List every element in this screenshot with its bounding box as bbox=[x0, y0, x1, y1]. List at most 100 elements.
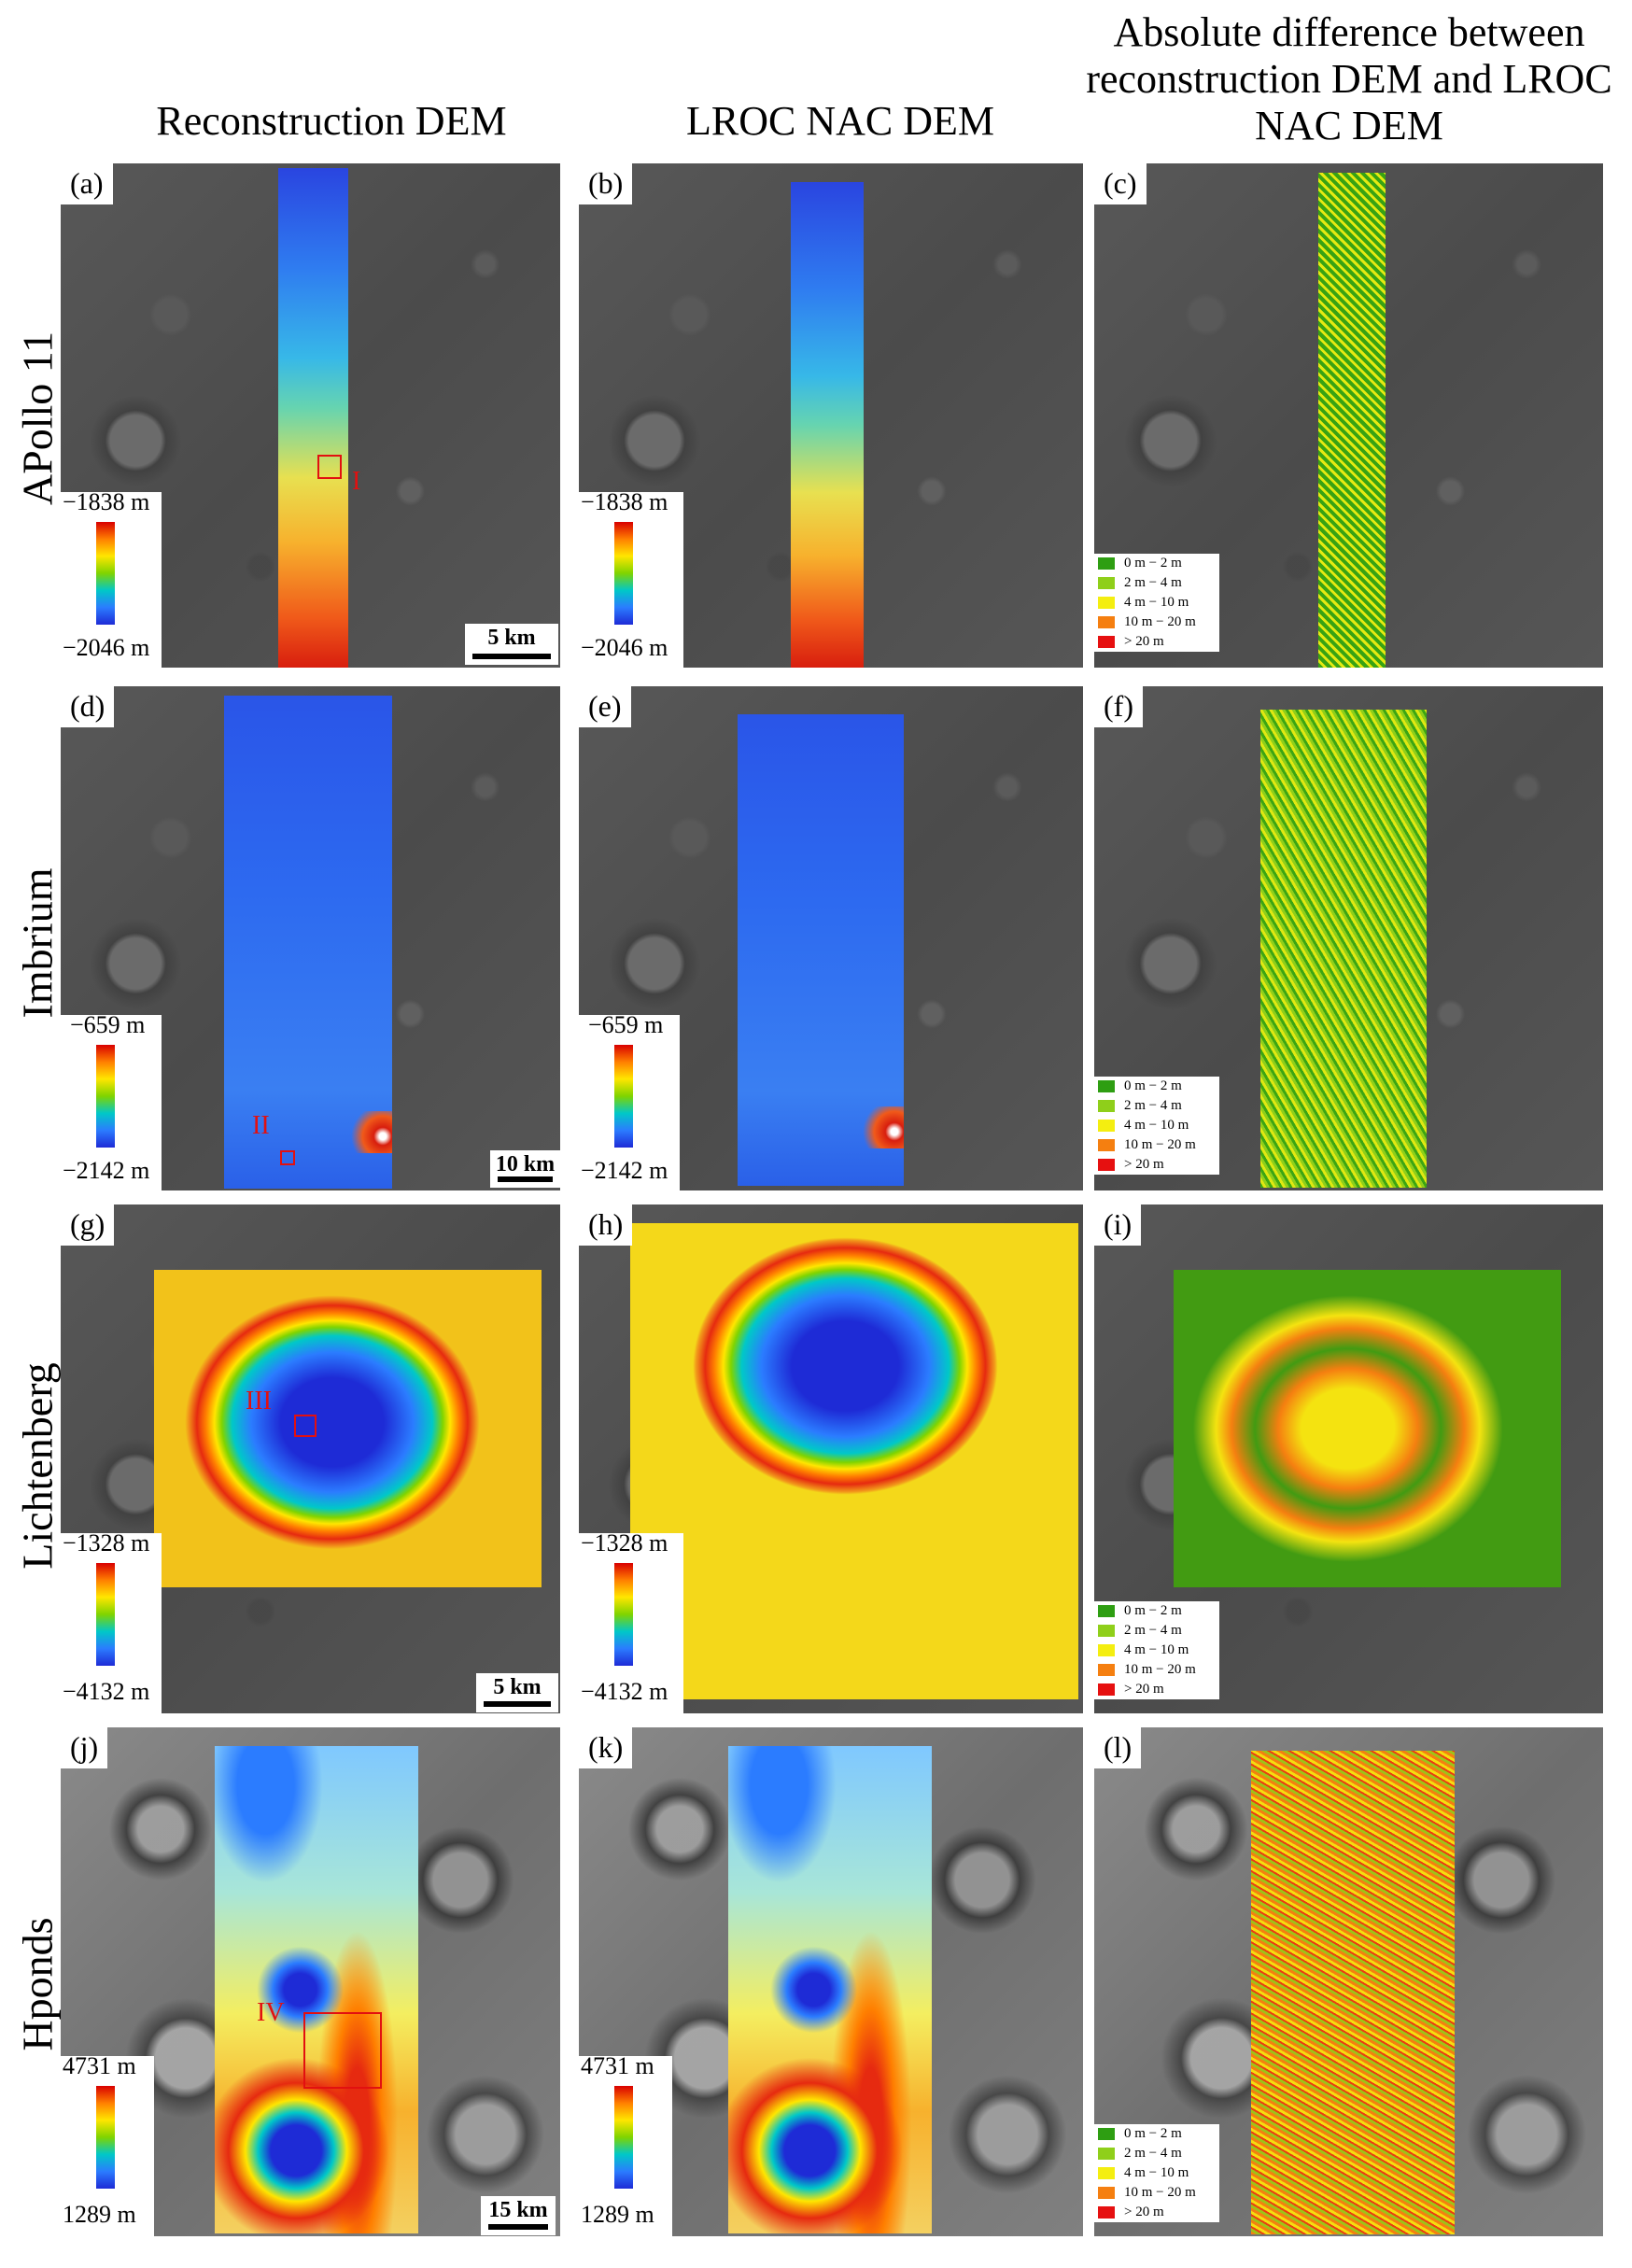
panel-d: II −659 m −2142 m 10 km (d) bbox=[61, 686, 560, 1190]
elev-max-b: −1838 m bbox=[581, 488, 668, 515]
dem-hotspot-d bbox=[345, 1111, 392, 1153]
panel-k: 4731 m 1289 m (k) bbox=[579, 1727, 1083, 2236]
legend-item-10-20: 10 m − 20 m bbox=[1094, 613, 1219, 632]
legend-label-4-10: 4 m − 10 m bbox=[1124, 595, 1189, 610]
elevation-colorbar-h: −1328 m −4132 m bbox=[579, 1529, 683, 1713]
swatch-0-2 bbox=[1098, 1080, 1115, 1092]
swatch-gt20 bbox=[1098, 636, 1115, 648]
dem-crater-lroc-lichtenberg bbox=[630, 1223, 1078, 1699]
legend-item-gt20: > 20 m bbox=[1094, 1155, 1219, 1175]
panel-letter-h: (h) bbox=[579, 1204, 633, 1246]
legend-item-10-20: 10 m − 20 m bbox=[1094, 1135, 1219, 1155]
elev-max-k: 4731 m bbox=[581, 2052, 654, 2079]
legend-item-gt20: > 20 m bbox=[1094, 2203, 1219, 2222]
elevation-colorbar-g: −1328 m −4132 m bbox=[61, 1529, 162, 1713]
legend-label-10-20: 10 m − 20 m bbox=[1124, 1662, 1196, 1677]
panel-letter-f: (f) bbox=[1094, 686, 1143, 727]
elev-min-j: 1289 m bbox=[63, 2201, 136, 2228]
elev-min-g: −4132 m bbox=[63, 1678, 150, 1705]
scale-label-g: 5 km bbox=[493, 1675, 542, 1699]
swatch-0-2 bbox=[1098, 2128, 1115, 2140]
roi-label-III: III bbox=[246, 1387, 272, 1416]
legend-label-4-10: 4 m − 10 m bbox=[1124, 1642, 1189, 1657]
panel-i: 0 m − 2 m 2 m − 4 m 4 m − 10 m 10 m − 20… bbox=[1094, 1204, 1603, 1713]
row-label-apollo11: APollo 11 bbox=[13, 331, 62, 506]
colorbar-gradient-b bbox=[614, 522, 633, 625]
elev-max-a: −1838 m bbox=[63, 488, 150, 515]
elevation-colorbar-k: 4731 m 1289 m bbox=[579, 2052, 672, 2236]
legend-label-gt20: > 20 m bbox=[1124, 1157, 1164, 1172]
scale-bar-d: 10 km bbox=[490, 1150, 560, 1188]
swatch-4-10 bbox=[1098, 1120, 1115, 1132]
scale-line-a bbox=[472, 654, 551, 659]
panel-c: 0 m − 2 m 2 m − 4 m 4 m − 10 m 10 m − 20… bbox=[1094, 163, 1603, 668]
swatch-0-2 bbox=[1098, 557, 1115, 570]
elev-max-j: 4731 m bbox=[63, 2052, 136, 2079]
colorbar-gradient-j bbox=[96, 2086, 115, 2189]
difference-legend-l: 0 m − 2 m 2 m − 4 m 4 m − 10 m 10 m − 20… bbox=[1094, 2124, 1219, 2222]
swatch-10-20 bbox=[1098, 1664, 1115, 1676]
colorbar-gradient-h bbox=[614, 1563, 633, 1666]
panel-letter-a: (a) bbox=[61, 163, 113, 204]
elev-max-d: −659 m bbox=[70, 1011, 146, 1038]
dem-strip-lroc-apollo11 bbox=[791, 182, 864, 668]
legend-item-2-4: 2 m − 4 m bbox=[1094, 1621, 1219, 1641]
elevation-colorbar-b: −1838 m −2046 m bbox=[579, 488, 683, 668]
legend-label-2-4: 2 m − 4 m bbox=[1124, 1623, 1182, 1638]
difference-legend-c: 0 m − 2 m 2 m − 4 m 4 m − 10 m 10 m − 20… bbox=[1094, 554, 1219, 652]
legend-label-0-2: 0 m − 2 m bbox=[1124, 1603, 1182, 1618]
legend-item-0-2: 0 m − 2 m bbox=[1094, 554, 1219, 573]
legend-label-4-10: 4 m − 10 m bbox=[1124, 2165, 1189, 2180]
panel-letter-j: (j) bbox=[61, 1727, 108, 1768]
scale-label-a: 5 km bbox=[487, 626, 536, 650]
legend-item-4-10: 4 m − 10 m bbox=[1094, 593, 1219, 613]
difference-strip-imbrium bbox=[1260, 710, 1427, 1188]
swatch-10-20 bbox=[1098, 616, 1115, 628]
swatch-4-10 bbox=[1098, 1644, 1115, 1656]
dem-strip-reconstruction-imbrium bbox=[224, 696, 392, 1189]
panel-l: 0 m − 2 m 2 m − 4 m 4 m − 10 m 10 m − 20… bbox=[1094, 1727, 1603, 2236]
scale-line-d bbox=[498, 1176, 553, 1182]
legend-item-2-4: 2 m − 4 m bbox=[1094, 2144, 1219, 2163]
colorbar-gradient-d bbox=[96, 1045, 115, 1148]
scale-label-d: 10 km bbox=[495, 1152, 556, 1176]
roi-label-II: II bbox=[252, 1111, 270, 1140]
legend-item-0-2: 0 m − 2 m bbox=[1094, 2124, 1219, 2144]
scale-bar-g: 5 km bbox=[476, 1673, 558, 1712]
dem-strip-reconstruction-hponds bbox=[215, 1746, 418, 2233]
swatch-10-20 bbox=[1098, 1139, 1115, 1151]
legend-label-4-10: 4 m − 10 m bbox=[1124, 1118, 1189, 1133]
elev-min-h: −4132 m bbox=[581, 1678, 668, 1705]
scale-line-j bbox=[488, 2224, 548, 2230]
roi-label-I: I bbox=[352, 467, 361, 496]
roi-box-I bbox=[317, 455, 342, 479]
swatch-4-10 bbox=[1098, 597, 1115, 609]
elev-max-h: −1328 m bbox=[581, 1529, 668, 1557]
panel-letter-d: (d) bbox=[61, 686, 115, 727]
column-title-lroc-nac: LROC NAC DEM bbox=[685, 98, 995, 144]
colorbar-gradient-g bbox=[96, 1563, 115, 1666]
panel-letter-b: (b) bbox=[579, 163, 633, 204]
scale-bar-a: 5 km bbox=[465, 624, 558, 665]
panel-f: 0 m − 2 m 2 m − 4 m 4 m − 10 m 10 m − 20… bbox=[1094, 686, 1603, 1190]
swatch-gt20 bbox=[1098, 2206, 1115, 2219]
panel-j: IV 4731 m 1289 m 15 km (j) bbox=[61, 1727, 560, 2236]
swatch-4-10 bbox=[1098, 2167, 1115, 2179]
column-title-absolute-difference: Absolute difference between reconstructi… bbox=[1086, 9, 1612, 148]
legend-label-2-4: 2 m − 4 m bbox=[1124, 2146, 1182, 2161]
swatch-gt20 bbox=[1098, 1683, 1115, 1696]
elevation-colorbar-d: −659 m −2142 m bbox=[61, 1011, 162, 1190]
row-label-hponds: Hponds bbox=[13, 1917, 62, 2051]
legend-item-10-20: 10 m − 20 m bbox=[1094, 2183, 1219, 2203]
colorbar-gradient-k bbox=[614, 2086, 633, 2189]
elev-min-a: −2046 m bbox=[63, 634, 150, 661]
panel-e: −659 m −2142 m (e) bbox=[579, 686, 1083, 1190]
panel-a: I −1838 m −2046 m 5 km (a) bbox=[61, 163, 560, 668]
difference-strip-apollo11 bbox=[1318, 173, 1386, 668]
scale-label-j: 15 km bbox=[488, 2198, 548, 2222]
elev-min-e: −2142 m bbox=[581, 1157, 668, 1184]
dem-strip-lroc-hponds bbox=[728, 1746, 932, 2233]
panel-letter-e: (e) bbox=[579, 686, 631, 727]
panel-h: −1328 m −4132 m (h) bbox=[579, 1204, 1083, 1713]
legend-item-4-10: 4 m − 10 m bbox=[1094, 1641, 1219, 1660]
